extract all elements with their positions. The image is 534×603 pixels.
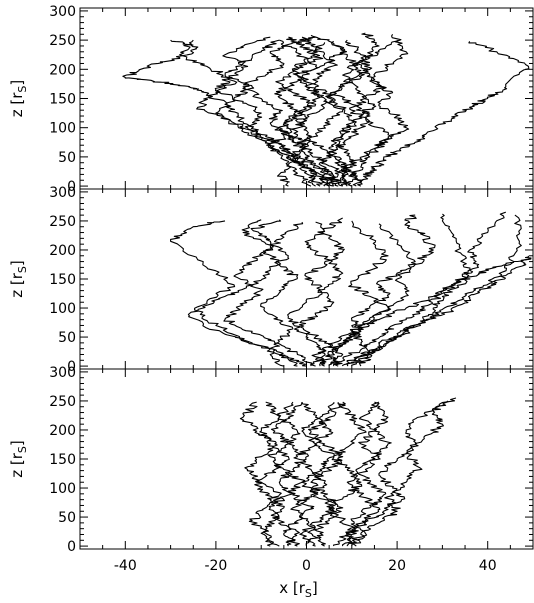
trajectory-line xyxy=(350,401,392,547)
y-tick-label: 50 xyxy=(58,330,76,346)
trajectory-line xyxy=(276,42,326,187)
y-tick-label: 50 xyxy=(58,150,76,166)
y-tick-label: 300 xyxy=(49,185,76,201)
trajectory-line xyxy=(260,221,304,367)
trajectory-line xyxy=(179,39,343,187)
trajectory-line xyxy=(223,219,316,367)
trajectory-line xyxy=(270,401,315,547)
y-tick-label: 150 xyxy=(49,272,76,288)
trajectory-line xyxy=(275,36,334,187)
trajectory-line xyxy=(299,401,335,547)
x-axis-label: x [rS] xyxy=(279,579,318,600)
plot-frame xyxy=(79,368,534,550)
trajectory-line xyxy=(328,402,367,547)
y-tick-label: 150 xyxy=(49,92,76,108)
trajectory-line xyxy=(290,401,334,547)
y-tick-label: 250 xyxy=(49,33,76,49)
y-tick-label: 300 xyxy=(49,365,76,381)
panel-top: 0 50 100 150 200 250 300 z [rS] xyxy=(8,4,534,195)
y-tick-label: 0 xyxy=(67,359,76,375)
trajectory-line xyxy=(254,401,294,547)
trajectory-line xyxy=(215,39,330,187)
y-tick-label: 250 xyxy=(49,214,76,230)
y-tick-label: 100 xyxy=(49,481,76,497)
trajectory-line xyxy=(319,214,436,367)
trajectory-line xyxy=(352,41,530,187)
trajectory-line xyxy=(269,39,319,187)
trajectory-line xyxy=(307,401,346,547)
x-tick-label: 40 xyxy=(479,558,497,574)
trajectory-line xyxy=(293,221,345,367)
trajectory-group xyxy=(170,211,532,367)
trajectory-group xyxy=(122,32,530,187)
y-axis-label: z [rS] xyxy=(8,80,29,118)
y-tick-label: 50 xyxy=(58,510,76,526)
trajectory-line xyxy=(311,258,532,367)
x-tick-label: 0 xyxy=(302,558,311,574)
x-tick-label: -40 xyxy=(114,558,137,574)
trajectory-line xyxy=(348,220,391,367)
trajectory-line xyxy=(242,36,352,187)
trajectory-line xyxy=(323,34,410,187)
trajectory-line xyxy=(342,255,532,367)
y-tick-label: 250 xyxy=(49,394,76,410)
y-tick-label: 100 xyxy=(49,121,76,137)
trajectory-line xyxy=(287,217,344,367)
panel-middle: 0 50 100 150 200 250 300 z [rS] xyxy=(8,185,534,375)
trajectory-line xyxy=(332,32,380,187)
y-tick-label: 150 xyxy=(49,452,76,468)
panel-bottom: 0 50 100 150 200 250 300 z [rS] -40 -20 0 20 40 x [rS… xyxy=(8,365,534,600)
trajectory-line xyxy=(333,397,457,547)
y-tick-label: 0 xyxy=(67,179,76,195)
trajectory-line xyxy=(239,401,282,547)
y-tick-label: 200 xyxy=(49,243,76,259)
trajectory-line xyxy=(351,213,474,367)
trajectory-line xyxy=(346,214,522,367)
y-tick-label: 300 xyxy=(49,4,76,20)
trajectory-line xyxy=(265,401,306,547)
y-tick-label: 0 xyxy=(67,539,76,555)
trajectory-line xyxy=(197,219,298,367)
trajectory-line xyxy=(318,39,373,187)
y-tick-label: 200 xyxy=(49,62,76,78)
x-tick-label: 20 xyxy=(388,558,406,574)
trajectory-line xyxy=(292,36,345,187)
y-tick-label: 100 xyxy=(49,301,76,317)
trajectory-line xyxy=(170,220,307,367)
trajectory-line xyxy=(333,211,506,367)
y-tick-label: 200 xyxy=(49,423,76,439)
y-axis-label: z [rS] xyxy=(8,440,29,478)
trajectory-line xyxy=(214,36,323,187)
trajectory-group xyxy=(239,397,457,547)
x-tick-label: -20 xyxy=(204,558,227,574)
trajectory-line xyxy=(326,40,362,187)
y-axis-label: z [rS] xyxy=(8,260,29,298)
trajectory-line xyxy=(346,400,449,547)
